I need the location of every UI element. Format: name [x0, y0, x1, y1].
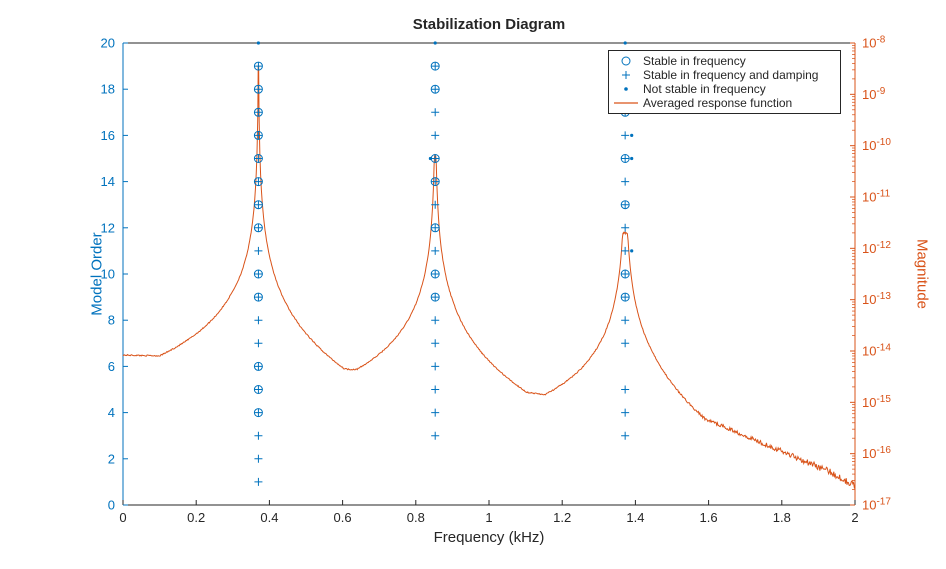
- left-y-tick-label: 6: [108, 359, 115, 374]
- legend-label-stable-frequency: Stable in frequency: [643, 54, 746, 68]
- averaged-response-curve: [122, 64, 856, 490]
- right-y-tick-label: 10-8: [862, 35, 886, 51]
- x-tick-label: 0.6: [334, 510, 352, 525]
- x-tick-label: 0.8: [407, 510, 425, 525]
- right-y-tick-label: 10-9: [862, 86, 886, 102]
- x-tick-label: 0.2: [187, 510, 205, 525]
- legend-item-stable-frequency-damping: Stable in frequency and damping: [609, 68, 840, 82]
- x-tick-label: 1.4: [626, 510, 644, 525]
- x-tick-label: 1.8: [773, 510, 791, 525]
- legend-item-not-stable: Not stable in frequency: [609, 82, 840, 96]
- x-tick-label: 1: [485, 510, 492, 525]
- right-y-tick-label: 10-11: [862, 189, 891, 205]
- legend: Stable in frequency Stable in frequency …: [608, 50, 841, 114]
- left-y-tick-label: 18: [101, 82, 115, 97]
- legend-label-averaged-response: Averaged response function: [643, 96, 793, 110]
- right-axis-ticks: 10-17 10-16 10-15 10-14 10-13 10-12 10-11 10-10…: [850, 35, 891, 513]
- x-tick-label: 2: [851, 510, 858, 525]
- left-y-tick-label: 16: [101, 128, 115, 143]
- chart-title: Stabilization Diagram: [412, 16, 566, 33]
- left-y-tick-label: 0: [108, 498, 115, 513]
- right-y-tick-label: 10-16: [862, 445, 891, 461]
- left-y-tick-label: 10: [101, 267, 115, 282]
- right-y-tick-label: 10-10: [862, 137, 891, 153]
- not-stable-marker: [630, 249, 634, 253]
- right-y-tick-label: 10-12: [862, 240, 891, 256]
- legend-label-not-stable: Not stable in frequency: [643, 82, 766, 96]
- left-axis-ticks: 0 2 4 6 8 10 12 14 16 18 20: [101, 36, 128, 513]
- x-tick-label: 0.4: [260, 510, 278, 525]
- left-y-tick-label: 4: [108, 405, 115, 420]
- right-y-tick-label: 10-17: [862, 497, 891, 513]
- legend-label-stable-frequency-damping: Stable in frequency and damping: [643, 68, 819, 82]
- not-stable-marker: [630, 133, 634, 137]
- not-stable-marker: [623, 41, 627, 45]
- stability-markers: [253, 41, 634, 486]
- left-y-tick-label: 2: [108, 451, 115, 466]
- dot-marker-icon: [609, 82, 643, 96]
- x-axis-label: Frequency (kHz): [433, 529, 545, 546]
- right-y-tick-label: 10-15: [862, 394, 891, 410]
- not-stable-marker: [630, 156, 634, 161]
- right-y-axis-label: Magnitude: [913, 238, 931, 310]
- not-stable-marker: [256, 41, 260, 45]
- circle-marker-icon: [609, 54, 643, 68]
- x-tick-label: 1.2: [553, 510, 571, 525]
- left-y-axis-label: Model Order: [88, 232, 106, 316]
- left-y-tick-label: 14: [101, 174, 115, 189]
- x-tick-label: 1.6: [700, 510, 718, 525]
- left-y-tick-label: 12: [101, 220, 115, 235]
- stable-frequency-damping-markers: [254, 62, 630, 486]
- not-stable-marker: [433, 41, 437, 45]
- line-sample-icon: [609, 96, 643, 110]
- legend-item-averaged-response: Averaged response function: [609, 96, 840, 110]
- x-axis-ticks: 0 0.2 0.4 0.6 0.8 1 1.2 1.4 1.6 1.8 2: [119, 500, 859, 525]
- legend-item-stable-frequency: Stable in frequency: [609, 54, 840, 68]
- right-y-tick-label: 10-14: [862, 343, 891, 359]
- left-y-tick-label: 20: [101, 36, 115, 51]
- left-y-tick-label: 8: [108, 313, 115, 328]
- right-y-tick-label: 10-13: [862, 291, 891, 307]
- not-stable-marker: [428, 156, 432, 161]
- plus-marker-icon: [609, 68, 643, 82]
- x-tick-label: 0: [119, 510, 126, 525]
